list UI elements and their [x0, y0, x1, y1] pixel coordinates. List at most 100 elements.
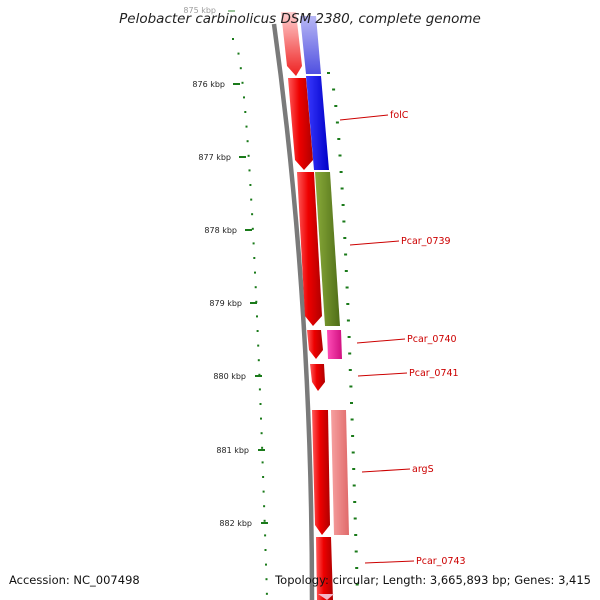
outer-tick: [334, 105, 338, 107]
major-tick-marks: [228, 10, 268, 524]
gene-label-Pcar_0743[interactable]: Pcar_0743: [416, 556, 466, 567]
accession-text: Accession: NC_007498: [9, 573, 140, 587]
inner-tick: [263, 519, 266, 522]
inner-tick: [262, 476, 265, 478]
leader-argS: [361, 468, 411, 473]
inner-tick: [265, 563, 267, 566]
inner-tick: [257, 344, 260, 347]
inner-tick: [245, 125, 248, 128]
outer-tick: [344, 253, 348, 256]
cds-arrow-7[interactable]: [316, 537, 333, 600]
outer-tick: [355, 567, 359, 569]
cds-arrow-3[interactable]: [297, 172, 322, 326]
outer-tick: [348, 352, 352, 355]
outer-tick: [327, 72, 330, 74]
outer-tick: [341, 204, 345, 206]
kbp-label-881: 881 kbp: [216, 446, 249, 455]
outer-tick-track: [327, 72, 359, 586]
map-title: Pelobacter carbinolicus DSM 2380, comple…: [119, 11, 481, 27]
outer-tick: [351, 451, 355, 454]
gene-labels: folC Pcar_0739 Pcar_0740 Pcar_0741 argS …: [390, 110, 466, 567]
inner-tick: [237, 52, 240, 55]
inner-tick: [257, 359, 260, 362]
inner-tick: [252, 242, 255, 245]
topology-text: Topology: circular; Length: 3,665,893 bp…: [275, 573, 591, 587]
kbp-label-875: 875 kbp: [183, 6, 216, 15]
cds-strand: [281, 12, 333, 600]
inner-tick: [253, 257, 256, 259]
inner-tick: [247, 154, 250, 157]
inner-tick: [248, 169, 251, 172]
outer-tick: [354, 550, 358, 553]
gene-label-Pcar_0741[interactable]: Pcar_0741: [409, 368, 459, 379]
inner-tick: [258, 388, 261, 391]
leader-Pcar_0743: [364, 560, 415, 564]
outer-tick: [338, 154, 342, 157]
outer-tick: [355, 583, 359, 586]
kbp-label-878: 878 kbp: [204, 226, 237, 235]
outer-tick: [335, 121, 339, 124]
inner-tick: [244, 111, 247, 113]
kbp-label-880: 880 kbp: [213, 372, 246, 381]
outer-tick: [352, 468, 356, 470]
inner-tick: [262, 490, 265, 493]
leader-Pcar_0741: [357, 372, 408, 377]
inner-tick: [232, 38, 234, 40]
gene-leaders: [339, 114, 415, 564]
outer-tick: [351, 435, 355, 437]
domain-strand: [300, 16, 349, 600]
gene-label-Pcar_0740[interactable]: Pcar_0740: [407, 334, 457, 345]
domain-magenta[interactable]: [327, 330, 342, 359]
inner-tick: [260, 432, 263, 435]
genome-backbone: [271, 23, 315, 600]
major-tick: [239, 156, 246, 158]
outer-tick: [353, 517, 357, 520]
gene-label-argS[interactable]: argS: [412, 464, 434, 475]
outer-tick: [350, 402, 353, 404]
outer-tick: [343, 237, 347, 239]
domain-pink-bottom[interactable]: [318, 594, 334, 600]
inner-tick: [251, 227, 254, 230]
outer-tick: [354, 534, 358, 536]
kbp-label-879: 879 kbp: [209, 299, 242, 308]
inner-tick: [255, 300, 258, 303]
major-tick: [250, 302, 257, 304]
cds-arrow-5[interactable]: [310, 364, 325, 391]
inner-tick: [251, 213, 254, 216]
outer-tick: [353, 501, 357, 503]
outer-tick: [352, 484, 356, 487]
cds-arrow-4[interactable]: [307, 330, 323, 359]
domain-green[interactable]: [315, 172, 340, 326]
outer-tick: [347, 336, 351, 338]
inner-tick: [243, 96, 245, 99]
cds-arrow-6[interactable]: [312, 410, 330, 535]
outer-tick: [349, 385, 353, 388]
inner-tick: [260, 417, 262, 420]
leader-folC: [339, 114, 389, 121]
inner-tick: [258, 373, 261, 376]
inner-tick: [259, 403, 262, 405]
outer-tick: [339, 171, 343, 173]
major-tick: [245, 229, 252, 231]
inner-tick: [261, 446, 264, 449]
domain-blue[interactable]: [306, 76, 329, 170]
outer-tick: [340, 187, 344, 190]
domain-blue-top[interactable]: [300, 16, 321, 74]
leader-Pcar_0739: [349, 240, 400, 246]
gene-label-folC[interactable]: folC: [390, 110, 409, 121]
gene-label-Pcar_0739[interactable]: Pcar_0739: [401, 236, 451, 247]
kbp-label-882: 882 kbp: [219, 519, 252, 528]
inner-tick: [256, 315, 258, 318]
outer-tick: [345, 286, 349, 289]
leader-Pcar_0740: [356, 338, 406, 344]
domain-pink[interactable]: [331, 410, 349, 535]
cds-arrow-1[interactable]: [281, 12, 302, 76]
outer-tick: [348, 369, 352, 371]
kbp-label-877: 877 kbp: [198, 153, 231, 162]
inner-tick-track: [232, 38, 268, 595]
major-tick: [228, 10, 235, 12]
cds-arrow-2[interactable]: [288, 78, 313, 170]
outer-tick: [346, 303, 350, 305]
outer-tick: [342, 220, 346, 223]
inner-tick: [246, 140, 249, 143]
